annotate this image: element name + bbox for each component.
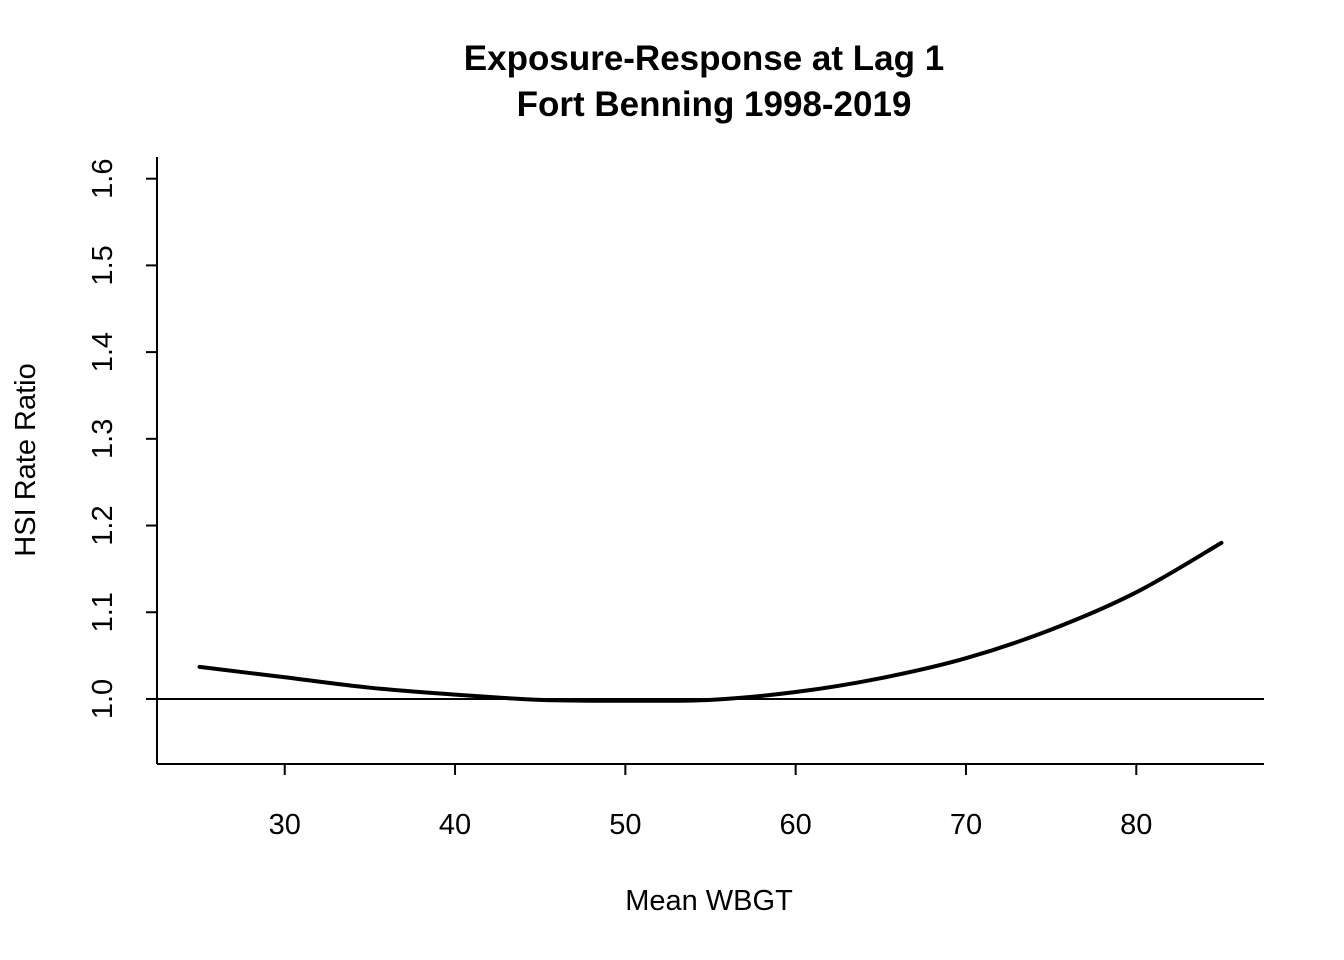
series-group [197,540,1224,703]
chart-subtitle: Fort Benning 1998-2019 [517,85,912,124]
chart-title: Exposure-Response at Lag 1 [464,39,944,78]
y-tick-label: 1.5 [87,245,119,285]
series-line [197,540,1224,703]
x-tick-label: 50 [609,809,641,841]
x-tick-label: 70 [950,809,982,841]
x-axis-title: Mean WBGT [625,885,793,917]
y-tick-label: 1.1 [87,592,119,632]
x-tick-label: 80 [1120,809,1152,841]
x-tick-label: 60 [780,809,812,841]
y-tick-label: 1.2 [87,505,119,545]
x-tick-label: 30 [269,809,301,841]
y-tick-label: 1.3 [87,419,119,459]
y-tick-label: 1.0 [87,679,119,719]
y-axis-title: HSI Rate Ratio [10,363,42,556]
y-tick-label: 1.4 [87,332,119,372]
x-axis: 30 40 50 60 70 80 [157,763,1264,841]
y-axis: 1.0 1.1 1.2 1.3 1.4 1.5 1.6 [87,157,158,764]
y-tick-label: 1.6 [87,159,119,199]
x-tick-label: 40 [439,809,471,841]
